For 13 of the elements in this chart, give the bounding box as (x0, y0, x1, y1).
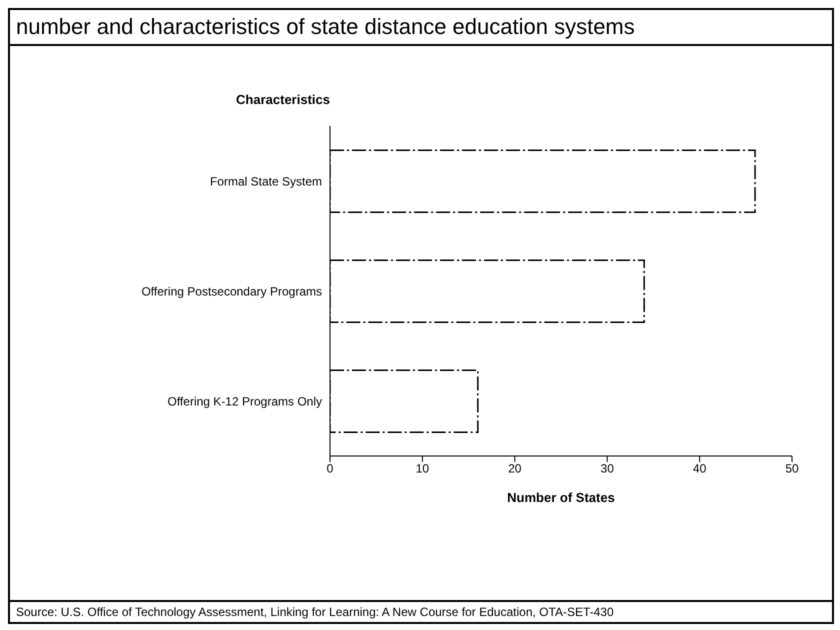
x-tick-label: 20 (508, 462, 522, 476)
x-axis-title: Number of States (507, 490, 615, 505)
x-tick-label: 50 (785, 462, 799, 476)
chart-title: number and characteristics of state distance education systems (10, 10, 832, 46)
x-tick-label: 30 (600, 462, 614, 476)
source-note: Source: U.S. Office of Technology Assessment, Linking for Learning: A New Course for Education, OTA-SET-430 (10, 600, 832, 622)
y-tick-label: Formal State System (210, 174, 322, 188)
y-tick-label: Offering Postsecondary Programs (141, 284, 322, 298)
y-tick-label: Offering K-12 Programs Only (167, 394, 322, 408)
y-axis-title: Characteristics (235, 92, 330, 107)
x-tick-label: 40 (692, 462, 707, 476)
x-tick-label: 0 (326, 462, 334, 476)
x-tick-label: 10 (416, 462, 430, 476)
